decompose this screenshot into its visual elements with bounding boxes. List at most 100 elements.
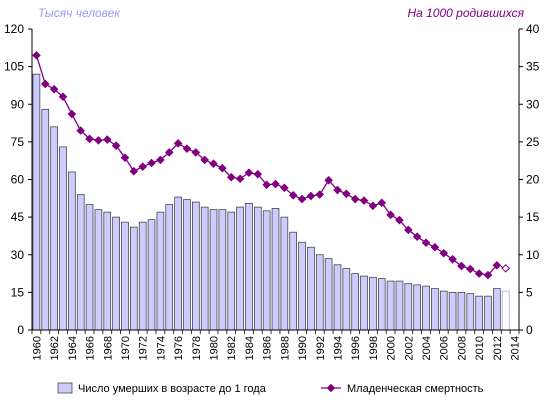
bar-2007	[448, 292, 457, 331]
bar-1967	[94, 209, 103, 331]
line-point-1987	[271, 179, 280, 189]
line-point-1964	[67, 109, 77, 119]
x-tick-label-1960: 1960	[31, 336, 43, 360]
x-tick-label-2004: 2004	[421, 336, 433, 360]
left-tick-label-45: 45	[11, 210, 25, 224]
bar-1977	[183, 199, 191, 331]
legend-line-marker	[326, 383, 336, 393]
bar-1992	[315, 254, 324, 331]
line-point-1972	[138, 162, 147, 172]
bar-1969	[112, 216, 120, 331]
left-tick-label-15: 15	[11, 285, 25, 299]
line-point-1980	[209, 159, 218, 169]
legend-bars-label: Число умерших в возрасте до 1 года	[78, 383, 267, 395]
right-tick-label-40: 40	[526, 22, 540, 36]
bar-1986	[262, 210, 271, 331]
bar-1984	[245, 202, 253, 331]
x-tick-label-1984: 1984	[244, 336, 256, 360]
line-point-1985	[253, 169, 263, 179]
bar-1975	[165, 204, 174, 331]
line-point-2013	[501, 263, 511, 273]
x-tick-label-2008: 2008	[456, 336, 468, 360]
line-point-1969	[111, 141, 121, 150]
bar-2005	[431, 288, 439, 331]
line-point-1967	[94, 136, 103, 145]
legend-line-label: Младенческая смертность	[347, 383, 484, 395]
bar-1983	[236, 206, 244, 331]
line-point-1977	[182, 144, 192, 153]
x-tick-label-1970: 1970	[120, 336, 132, 360]
line-point-2009	[465, 264, 475, 274]
line-point-1970	[120, 153, 130, 162]
line-point-1991	[306, 191, 316, 201]
line-point-1979	[200, 155, 209, 165]
x-tick-label-2012: 2012	[492, 336, 504, 360]
x-tick-label-1986: 1986	[262, 336, 274, 360]
left-axis-title: Тысяч человек	[38, 6, 120, 20]
bar-1999	[377, 278, 386, 331]
x-tick-label-1982: 1982	[226, 336, 238, 360]
bar-1973	[147, 219, 156, 331]
x-tick-label-1996: 1996	[350, 336, 362, 360]
line-point-1984	[244, 168, 254, 178]
left-tick-label-120: 120	[4, 22, 24, 36]
x-tick-label-1998: 1998	[368, 336, 380, 360]
bar-1965	[76, 194, 85, 331]
line-point-1971	[129, 166, 139, 176]
x-tick-label-2014: 2014	[510, 336, 522, 360]
line-point-1960	[32, 51, 41, 60]
bar-1968	[103, 211, 112, 331]
line-point-2004	[421, 238, 431, 248]
bar-1988	[280, 216, 289, 331]
bar-1966	[85, 204, 94, 331]
line-point-1962	[49, 84, 59, 94]
bar-2008	[457, 292, 466, 331]
x-tick-label-1978: 1978	[191, 336, 203, 360]
x-tick-label-2010: 2010	[474, 336, 486, 360]
line-point-1965	[76, 126, 86, 135]
right-tick-label-0: 0	[526, 323, 533, 337]
bar-2009	[466, 293, 475, 331]
x-tick-label-2006: 2006	[439, 336, 451, 360]
bar-1997	[360, 275, 368, 331]
x-tick-label-1968: 1968	[102, 336, 114, 360]
line-point-1974	[156, 155, 165, 165]
line-point-1993	[324, 175, 333, 185]
right-tick-label-15: 15	[526, 210, 540, 224]
line-point-1982	[226, 172, 236, 182]
bar-2006	[439, 290, 448, 331]
bar-1970	[121, 221, 129, 331]
line-point-1975	[164, 148, 174, 157]
right-axis-title: На 1000 родившихся	[407, 6, 524, 20]
right-tick-label-30: 30	[526, 97, 540, 111]
bar-1971	[130, 226, 138, 331]
line-point-2005	[430, 242, 440, 252]
line-point-2002	[404, 225, 413, 235]
bar-2013	[501, 290, 510, 331]
x-tick-label-1992: 1992	[315, 336, 327, 360]
bar-1981	[218, 209, 227, 331]
legend-bars-swatch	[57, 382, 73, 394]
bar-1978	[192, 201, 200, 331]
bar-2012	[493, 288, 501, 331]
x-tick-label-1966: 1966	[85, 336, 97, 360]
line-point-1988	[280, 183, 289, 193]
bar-1995	[342, 268, 351, 331]
line-point-1998	[368, 201, 378, 211]
x-tick-label-1972: 1972	[138, 336, 150, 360]
x-tick-label-2002: 2002	[403, 336, 415, 360]
line-point-1992	[315, 190, 325, 199]
line-point-1995	[342, 189, 351, 199]
bar-1960	[32, 73, 41, 331]
bar-1962	[50, 126, 58, 331]
line-point-2000	[386, 210, 395, 220]
bar-1990	[298, 241, 306, 331]
bar-1982	[227, 211, 236, 331]
line-point-1989	[288, 190, 298, 200]
x-tick-label-1964: 1964	[67, 336, 79, 360]
bar-1972	[138, 221, 147, 331]
line-point-1981	[218, 163, 227, 173]
bar-1994	[333, 264, 342, 331]
